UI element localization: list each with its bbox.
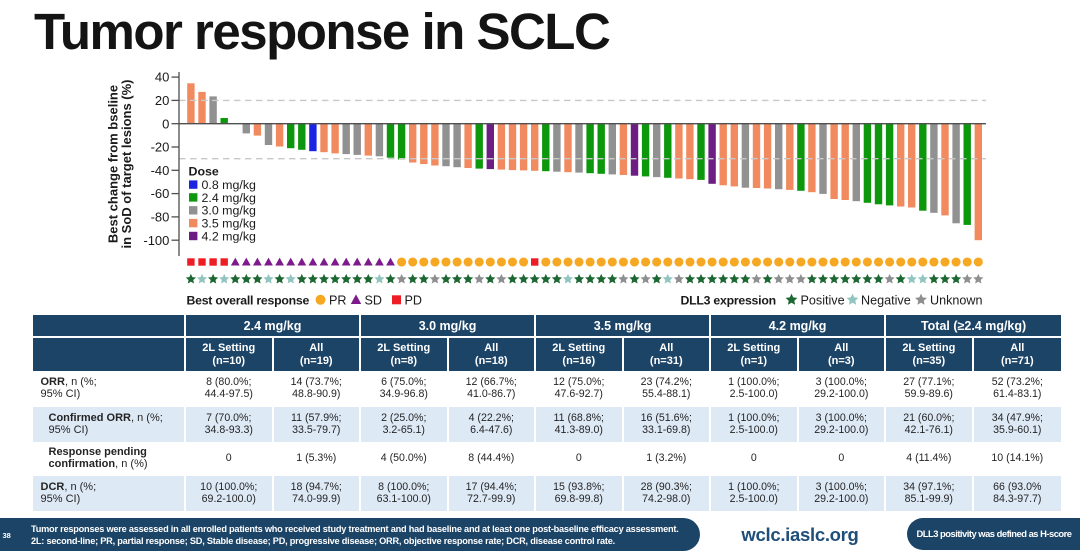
svg-text:DLL3 expression: DLL3 expression xyxy=(681,294,776,308)
svg-text:SD: SD xyxy=(365,294,383,308)
svg-text:-60: -60 xyxy=(151,186,170,201)
svg-text:40: 40 xyxy=(155,70,169,85)
svg-text:PD: PD xyxy=(405,294,423,308)
svg-text:Best overall response: Best overall response xyxy=(187,294,310,308)
svg-text:Best change from bseline: Best change from bseline xyxy=(106,85,121,243)
svg-text:0.8 mg/kg: 0.8 mg/kg xyxy=(202,178,257,192)
svg-text:Positive: Positive xyxy=(801,294,845,308)
svg-text:-80: -80 xyxy=(151,210,170,225)
svg-text:Unknown: Unknown xyxy=(930,294,983,308)
svg-text:4.2 mg/kg: 4.2 mg/kg xyxy=(202,229,257,243)
svg-text:Dose: Dose xyxy=(189,165,219,179)
svg-text:3.5 mg/kg: 3.5 mg/kg xyxy=(202,217,257,231)
svg-text:2.4 mg/kg: 2.4 mg/kg xyxy=(202,191,257,205)
svg-text:0: 0 xyxy=(162,116,169,131)
svg-text:20: 20 xyxy=(155,93,169,108)
svg-text:PR: PR xyxy=(329,294,347,308)
svg-text:-20: -20 xyxy=(151,140,170,155)
svg-text:Negative: Negative xyxy=(861,294,911,308)
svg-text:3.0 mg/kg: 3.0 mg/kg xyxy=(202,204,257,218)
svg-text:-100: -100 xyxy=(143,233,169,248)
svg-text:in SoD of target lesions (%): in SoD of target lesions (%) xyxy=(119,79,134,248)
svg-text:-40: -40 xyxy=(151,163,170,178)
